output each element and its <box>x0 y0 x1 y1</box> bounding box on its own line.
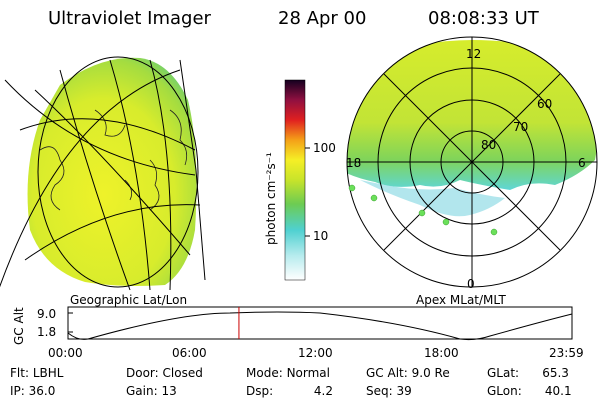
status-mode-value: Normal <box>286 366 330 380</box>
status-glon: GLon: 40.1 <box>487 384 572 398</box>
polar-grid <box>346 36 598 288</box>
mlat-label-70: 70 <box>513 120 529 134</box>
mlt-label-6: 6 <box>578 156 586 170</box>
coastline-outlines <box>39 109 188 211</box>
gcalt-curve <box>67 311 573 341</box>
status-ip: IP: 36.0 <box>10 384 56 398</box>
ground-station-markers <box>348 184 498 236</box>
status-mode: Mode: Normal <box>246 366 330 380</box>
status-flt-value: LBHL <box>32 366 64 380</box>
gcalt-ytick-1.8: 1.8 <box>37 325 57 339</box>
status-glat: GLat: 65.3 <box>487 366 569 380</box>
mlt-label-12: 12 <box>466 47 482 61</box>
status-door: Door: Closed <box>126 366 203 380</box>
geographic-earth-disk <box>27 57 197 287</box>
gcalt-xtick-1800: 18:00 <box>424 346 459 360</box>
status-gcalt: GC Alt: 9.0 Re <box>366 366 450 380</box>
mlt-label-18: 18 <box>346 156 362 170</box>
status-gcalt-value: 9.0 Re <box>411 366 450 380</box>
right-panel-caption: Apex MLat/MLT <box>416 293 506 307</box>
status-glon-value: 40.1 <box>544 384 572 398</box>
header-date: 28 Apr 00 <box>278 8 367 29</box>
status-ip-value: 36.0 <box>28 384 56 398</box>
geographic-grid <box>0 56 206 291</box>
status-seq-value: 39 <box>396 384 412 398</box>
gcalt-ytick-9: 9.0 <box>37 307 57 321</box>
status-gain: Gain: 13 <box>126 384 177 398</box>
colorbar-tick-10: 10 <box>313 229 329 243</box>
gcalt-xtick-0600: 06:00 <box>172 346 207 360</box>
mlat-label-80: 80 <box>481 138 497 152</box>
status-dsp: Dsp: 4.2 <box>246 384 333 398</box>
status-seq: Seq: 39 <box>366 384 412 398</box>
mlat-label-60: 60 <box>537 97 553 111</box>
mlt-label-0: 0 <box>467 277 475 291</box>
status-dsp-value: 4.2 <box>313 384 333 398</box>
gcalt-xtick-1200: 12:00 <box>298 346 333 360</box>
left-panel-caption: Geographic Lat/Lon <box>70 293 188 307</box>
status-flt: Flt: LBHL <box>10 366 64 380</box>
gcalt-xtick-2359: 23:59 <box>549 346 584 360</box>
status-gain-value: 13 <box>161 384 177 398</box>
status-door-value: Closed <box>162 366 203 380</box>
gcalt-xtick-0000: 00:00 <box>48 346 83 360</box>
app-title: Ultraviolet Imager <box>48 8 211 29</box>
status-glat-value: 65.3 <box>542 366 569 380</box>
header-time: 08:08:33 UT <box>428 8 539 29</box>
colorbar-tick-100: 100 <box>313 141 336 155</box>
